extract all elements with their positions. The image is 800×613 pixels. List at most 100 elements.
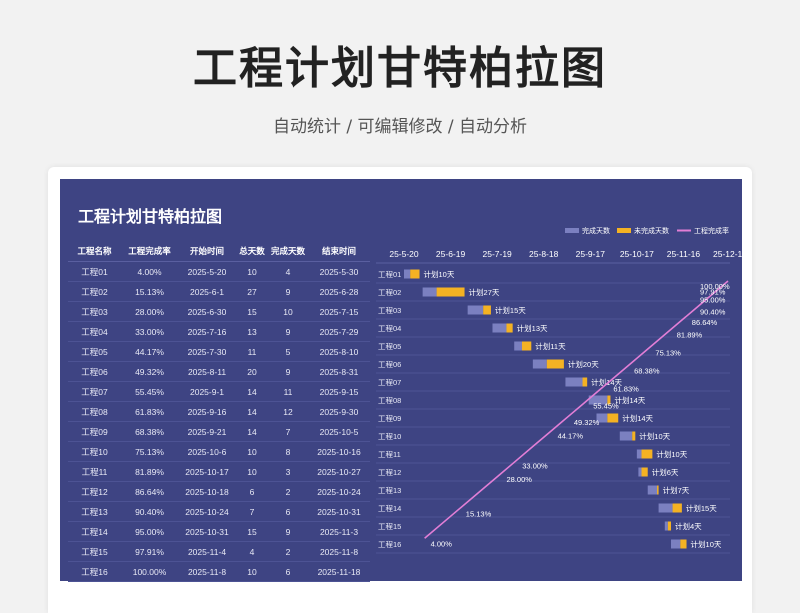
row-label: 工程13 [378, 486, 401, 495]
row-name: 工程10 [68, 441, 121, 462]
bar-done [467, 305, 484, 315]
row-end: 2025-10-27 [308, 461, 370, 482]
row-end: 2025-7-15 [308, 301, 370, 322]
row-total: 4 [236, 541, 268, 562]
row-name: 工程04 [68, 321, 121, 342]
table-row: 工程12 86.64% 2025-10-18 6 2 2025-10-24 [68, 481, 370, 502]
table-row: 工程09 68.38% 2025-9-21 14 7 2025-10-5 [68, 421, 370, 442]
row-total: 15 [236, 301, 268, 322]
row-start: 2025-10-31 [178, 521, 236, 542]
row-end: 2025-10-24 [308, 481, 370, 502]
table-row: 工程01 4.00% 2025-5-20 10 4 2025-5-30 [68, 261, 370, 282]
bar-todo [672, 503, 682, 513]
row-label: 工程01 [378, 270, 401, 279]
bar-done [514, 341, 522, 351]
bar-todo [546, 359, 564, 369]
completion-point-label: 49.32% [574, 418, 600, 427]
bar-done [647, 485, 658, 495]
row-name: 工程08 [68, 401, 121, 422]
row-label: 工程06 [378, 360, 401, 369]
x-tick-label: 25-9-17 [576, 249, 606, 259]
table-row: 工程13 90.40% 2025-10-24 7 6 2025-10-31 [68, 501, 370, 522]
bar-label: 计划13天 [517, 323, 548, 333]
row-name: 工程14 [68, 521, 121, 542]
row-end: 2025-10-5 [308, 421, 370, 442]
completion-point-label: 100.00% [700, 282, 730, 291]
row-name: 工程06 [68, 361, 121, 382]
row-total: 10 [236, 441, 268, 462]
row-done: 12 [268, 401, 308, 422]
bar-label: 计划27天 [469, 287, 500, 297]
row-start: 2025-8-11 [178, 361, 236, 382]
table-row: 工程07 55.45% 2025-9-1 14 11 2025-9-15 [68, 381, 370, 402]
bar-label: 计划10天 [691, 539, 722, 549]
bar-done [619, 431, 633, 441]
row-total: 15 [236, 521, 268, 542]
table-header-row: 工程名称 工程完成率 开始时间 总天数 完成天数 结束时间 [68, 241, 370, 262]
row-end: 2025-9-30 [308, 401, 370, 422]
row-rate: 4.00% [121, 261, 178, 282]
bar-label: 计划10天 [656, 449, 687, 459]
row-rate: 81.89% [121, 461, 178, 482]
completion-point-label: 68.38% [634, 367, 660, 376]
row-done: 6 [268, 501, 308, 522]
row-end: 2025-7-29 [308, 321, 370, 342]
row-label: 工程12 [378, 468, 401, 477]
row-label: 工程08 [378, 396, 401, 405]
bar-label: 计划14天 [614, 395, 645, 405]
row-done: 5 [268, 341, 308, 362]
x-tick-label: 25-8-18 [529, 249, 559, 259]
completion-point-label: 15.13% [466, 509, 492, 518]
bar-label: 计划14天 [591, 377, 622, 387]
header-name: 工程名称 [68, 241, 121, 262]
table-row: 工程06 49.32% 2025-8-11 20 9 2025-8-31 [68, 361, 370, 382]
row-total: 13 [236, 321, 268, 342]
row-label: 工程11 [378, 450, 401, 459]
table-row: 工程15 97.91% 2025-11-4 4 2 2025-11-8 [68, 541, 370, 562]
completion-point-label: 75.13% [655, 349, 681, 358]
table-row: 工程04 33.00% 2025-7-16 13 9 2025-7-29 [68, 321, 370, 342]
row-done: 10 [268, 301, 308, 322]
bar-todo [436, 287, 465, 297]
completion-point-label: 61.83% [613, 384, 639, 393]
row-start: 2025-6-1 [178, 281, 236, 302]
row-total: 14 [236, 401, 268, 422]
row-start: 2025-11-4 [178, 541, 236, 562]
row-rate: 75.13% [121, 441, 178, 462]
row-end: 2025-9-15 [308, 381, 370, 402]
header-start: 开始时间 [178, 241, 236, 262]
header-rate: 工程完成率 [121, 241, 178, 262]
row-rate: 44.17% [121, 341, 178, 362]
row-rate: 61.83% [121, 401, 178, 422]
header-total: 总天数 [236, 241, 268, 262]
bar-label: 计划20天 [568, 359, 599, 369]
legend-done-swatch [565, 228, 579, 233]
row-name: 工程09 [68, 421, 121, 442]
row-done: 9 [268, 521, 308, 542]
row-label: 工程14 [378, 504, 401, 513]
row-label: 工程15 [378, 522, 401, 531]
row-total: 11 [236, 341, 268, 362]
row-rate: 95.00% [121, 521, 178, 542]
bar-done [658, 503, 673, 513]
completion-point-label: 81.89% [677, 331, 703, 340]
row-name: 工程01 [68, 261, 121, 282]
row-rate: 28.00% [121, 301, 178, 322]
row-rate: 100.00% [121, 561, 178, 582]
row-name: 工程02 [68, 281, 121, 302]
row-name: 工程13 [68, 501, 121, 522]
bar-todo [521, 341, 532, 351]
row-start: 2025-10-18 [178, 481, 236, 502]
row-done: 9 [268, 281, 308, 302]
row-rate: 68.38% [121, 421, 178, 442]
bar-done [404, 269, 411, 279]
completion-point-label: 97.91% [700, 288, 726, 297]
row-rate: 86.64% [121, 481, 178, 502]
row-end: 2025-8-10 [308, 341, 370, 362]
row-rate: 15.13% [121, 281, 178, 302]
data-table: 工程名称 工程完成率 开始时间 总天数 完成天数 结束时间 工程01 4.00% 2… [68, 241, 370, 582]
bar-label: 计划15天 [686, 503, 717, 513]
row-end: 2025-10-16 [308, 441, 370, 462]
row-total: 10 [236, 561, 268, 582]
row-done: 9 [268, 361, 308, 382]
